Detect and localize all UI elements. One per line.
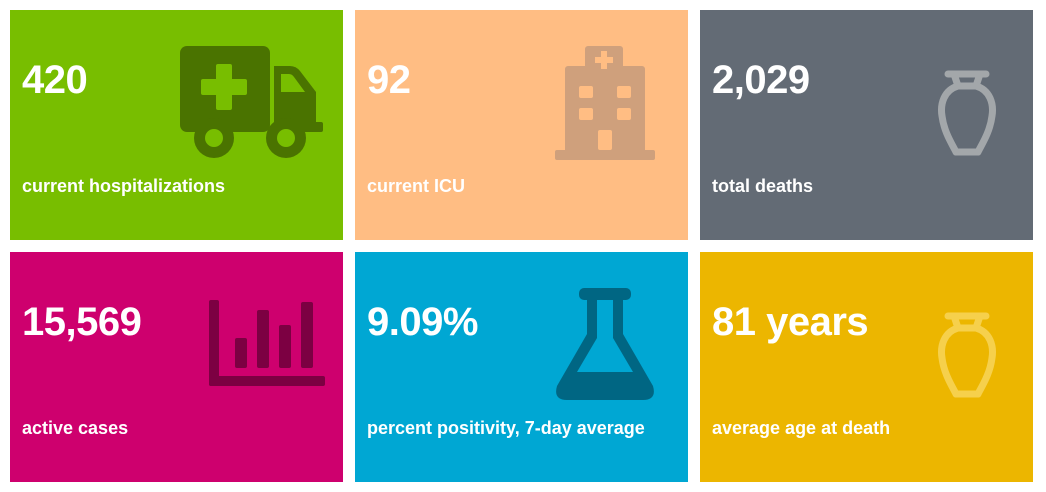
stat-tile-positivity: 9.09% percent positivity, 7-day average xyxy=(355,252,688,482)
bar-chart-icon xyxy=(209,300,329,392)
stat-value: 2,029 xyxy=(712,58,810,102)
stat-tile-active-cases: 15,569 active cases xyxy=(10,252,343,482)
stat-label: percent positivity, 7-day average xyxy=(367,418,645,438)
stats-grid: 420 current hospitalizations xyxy=(10,10,1034,482)
stat-tile-average-age: 81 years average age at death xyxy=(700,252,1033,482)
stat-tile-icu: 92 current ICU xyxy=(355,10,688,240)
stat-tile-deaths: 2,029 total deaths xyxy=(700,10,1033,240)
hospital-building-icon xyxy=(555,44,659,162)
stat-value: 92 xyxy=(367,58,411,102)
urn-icon xyxy=(936,68,998,158)
flask-icon xyxy=(553,288,657,404)
stat-value: 81 years xyxy=(712,300,869,344)
stat-value: 15,569 xyxy=(22,300,142,344)
stat-label: current ICU xyxy=(367,176,466,196)
stat-label: average age at death xyxy=(712,418,891,438)
stat-label: total deaths xyxy=(712,176,814,196)
urn-icon xyxy=(936,310,998,400)
ambulance-icon xyxy=(178,44,326,160)
stat-tile-hospitalizations: 420 current hospitalizations xyxy=(10,10,343,240)
stat-value: 9.09% xyxy=(367,300,478,344)
stat-label: active cases xyxy=(22,418,129,438)
stat-label: current hospitalizations xyxy=(22,176,226,196)
stat-value: 420 xyxy=(22,58,88,102)
